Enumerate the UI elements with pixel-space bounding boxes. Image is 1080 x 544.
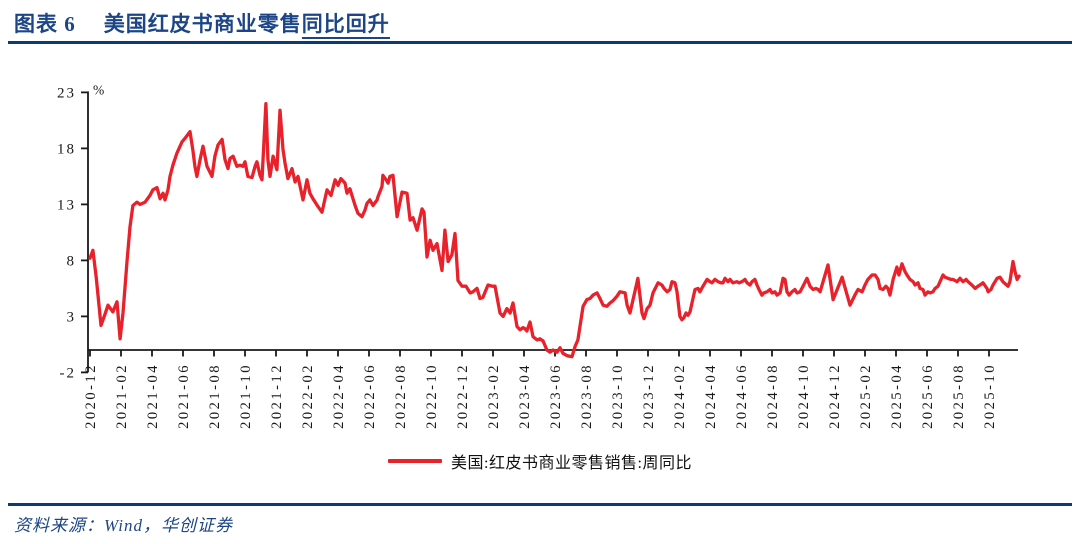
x-tick-label: 2022-06 <box>362 363 378 429</box>
series-line <box>88 101 1021 359</box>
x-tick-label: 2025-02 <box>858 363 874 429</box>
legend-line-swatch <box>388 459 443 463</box>
legend-label: 美国:红皮书商业零售销售:周同比 <box>451 455 692 472</box>
x-tick-label: 2021-06 <box>176 363 192 429</box>
figure-title-underlined: 同比回升 <box>301 12 390 39</box>
chart-area: 23 18 13 8 3 -2% 2020-12 2021-02 2021-04 2021-06 2… <box>0 60 1080 450</box>
x-tick-label: 2025-04 <box>889 363 905 429</box>
figure-title-text: 美国红皮书商业零售 <box>103 12 302 36</box>
y-axis-unit-label: % <box>93 82 104 97</box>
x-tick-label: 2024-06 <box>734 363 750 429</box>
y-tick-label: -2 <box>60 365 77 381</box>
x-tick-label: 2021-12 <box>269 363 285 429</box>
x-tick-label: 2020-12 <box>83 363 99 429</box>
x-tick-label: 2025-06 <box>920 363 936 429</box>
x-tick-label: 2021-04 <box>145 363 161 429</box>
x-tick-label: 2024-08 <box>765 363 781 429</box>
x-tick-label: 2025-08 <box>951 363 967 429</box>
y-tick-label: 3 <box>67 309 77 325</box>
y-tick-label: 8 <box>67 253 77 269</box>
x-tick-label: 2022-04 <box>331 363 347 429</box>
x-tick-label: 2021-08 <box>207 363 223 429</box>
x-tick-label: 2023-04 <box>517 363 533 429</box>
x-tick-label: 2023-06 <box>548 363 564 429</box>
x-tick-label: 2024-10 <box>796 363 812 429</box>
y-tick-label: 18 <box>57 141 76 157</box>
x-tick-label: 2024-12 <box>827 363 843 429</box>
x-tick-label: 2021-02 <box>114 363 130 429</box>
x-tick-label: 2023-02 <box>486 363 502 429</box>
x-tick-label: 2023-10 <box>610 363 626 429</box>
x-tick-label: 2022-10 <box>424 363 440 429</box>
y-tick-label: 23 <box>57 85 76 101</box>
x-tick-label: 2022-08 <box>393 363 409 429</box>
x-tick-label: 2025-10 <box>982 363 998 429</box>
figure-label: 图表 6 <box>14 12 76 36</box>
x-tick-label: 2024-04 <box>703 363 719 429</box>
x-tick-label: 2022-02 <box>300 363 316 429</box>
x-tick-label: 2023-12 <box>641 363 657 429</box>
line-chart: 23 18 13 8 3 -2% 2020-12 2021-02 2021-04 2021-06 2… <box>57 82 1021 429</box>
source-text: 资料来源：Wind，华创证券 <box>14 516 233 535</box>
x-tick-label: 2024-02 <box>672 363 688 429</box>
footer-divider <box>8 503 1072 506</box>
x-tick-label: 2022-12 <box>455 363 471 429</box>
x-tick-label: 2023-08 <box>579 363 595 429</box>
page-title: 图表 6 美国红皮书商业零售同比回升 <box>14 8 390 39</box>
chart-legend: 美国:红皮书商业零售销售:周同比 <box>0 448 1080 474</box>
header-divider <box>8 41 1072 44</box>
x-tick-label: 2021-10 <box>238 363 254 429</box>
y-tick-label: 13 <box>57 197 76 213</box>
